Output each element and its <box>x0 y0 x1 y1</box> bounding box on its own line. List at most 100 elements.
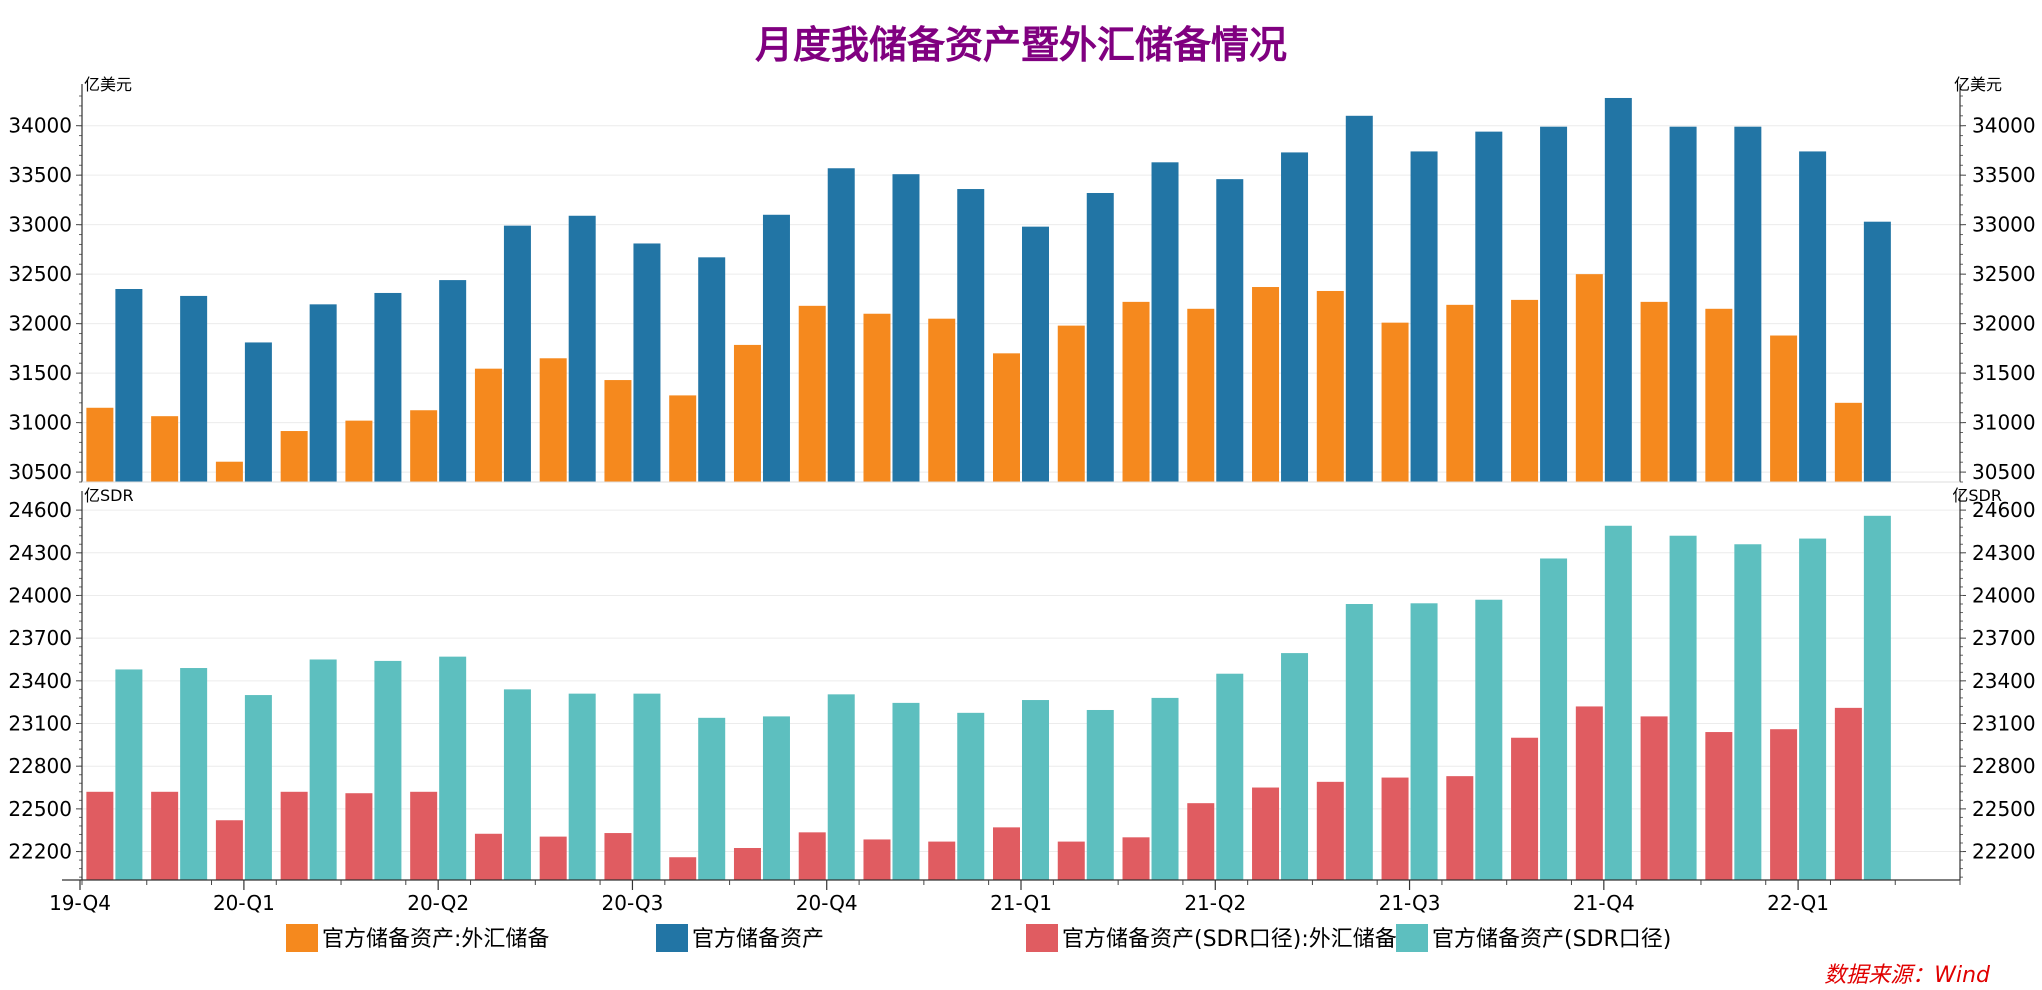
bar-1-1 <box>1834 402 1862 482</box>
bar-2-2 <box>1540 558 1568 880</box>
bar-1-1 <box>798 305 826 482</box>
bar-2-1 <box>928 841 956 880</box>
legend-swatch <box>656 924 688 952</box>
tick-label-right: 22800 <box>1972 754 2036 778</box>
bar-1-2 <box>633 243 661 482</box>
x-tick-label: 21-Q1 <box>990 891 1052 915</box>
bar-1-2 <box>1022 226 1049 482</box>
bar-1-1 <box>733 344 761 482</box>
tick-label-right: 32500 <box>1972 262 2036 286</box>
bar-2-1 <box>215 820 243 880</box>
bar-1-1 <box>928 318 956 482</box>
bar-2-1 <box>1770 729 1798 880</box>
bar-2-1 <box>733 847 761 880</box>
bar-1-1 <box>1122 301 1150 482</box>
bar-2-1 <box>1381 777 1409 880</box>
tick-label-right: 31000 <box>1972 411 2036 435</box>
bar-2-2 <box>309 659 337 880</box>
bar-2-2 <box>1604 525 1632 880</box>
bar-1-1 <box>863 313 891 482</box>
bar-1-1 <box>1381 322 1409 482</box>
legend-item: 官方储备资产(SDR口径):外汇储备 <box>1026 924 1397 952</box>
bar-2-1 <box>1705 732 1733 880</box>
bar-1-2 <box>698 257 726 482</box>
bar-2-2 <box>957 712 985 880</box>
bar-1-1 <box>604 380 632 482</box>
bar-1-1 <box>1575 274 1603 482</box>
tick-label-left: 22800 <box>8 754 72 778</box>
tick-label-right: 24300 <box>1972 541 2036 565</box>
bar-1-1 <box>1705 308 1733 482</box>
bar-2-1 <box>1316 781 1344 880</box>
bar-2-2 <box>1734 544 1762 880</box>
x-tick-label: 21-Q3 <box>1379 891 1441 915</box>
tick-label-right: 23400 <box>1972 669 2036 693</box>
unit-label-right: 亿美元 <box>1954 75 2002 94</box>
bar-1-1 <box>1316 290 1344 482</box>
bar-2-1 <box>1511 737 1539 880</box>
bar-2-1 <box>863 839 891 880</box>
tick-label-right: 34000 <box>1972 114 2036 138</box>
bar-1-2 <box>1863 221 1891 482</box>
bar-1-1 <box>1640 301 1668 482</box>
bar-1-1 <box>993 353 1020 482</box>
bar-1-1 <box>215 461 243 482</box>
bar-1-1 <box>1770 335 1798 482</box>
bar-1-2 <box>1475 131 1503 482</box>
x-tick-label: 20-Q3 <box>602 891 664 915</box>
bar-1-2 <box>1410 151 1438 482</box>
x-tick-label: 20-Q2 <box>407 891 469 915</box>
bar-2-2 <box>1669 535 1697 880</box>
tick-label-right: 22200 <box>1972 840 2036 864</box>
bar-2-2 <box>115 669 143 880</box>
bar-1-2 <box>827 168 855 482</box>
legend-swatch <box>1396 924 1428 952</box>
legend-label: 官方储备资产 <box>692 927 824 952</box>
bar-1-2 <box>1540 126 1568 482</box>
bar-2-1 <box>669 857 697 880</box>
bar-2-2 <box>374 660 402 880</box>
bar-1-2 <box>1799 151 1827 482</box>
bar-1-1 <box>1511 299 1539 482</box>
x-tick-label: 21-Q2 <box>1184 891 1246 915</box>
bar-2-2 <box>698 717 726 880</box>
chart-legend: 官方储备资产:外汇储备 官方储备资产 官方储备资产(SDR口径):外汇储备 官方储备资… <box>286 924 1671 952</box>
bar-1-2 <box>503 225 531 482</box>
bar-1-1 <box>539 358 567 482</box>
source-note: 数据来源：Wind <box>1824 963 1991 988</box>
bar-1-2 <box>180 295 208 482</box>
bar-1-2 <box>374 292 402 482</box>
bar-1-2 <box>1669 126 1697 482</box>
bar-1-1 <box>86 407 114 482</box>
bar-1-1 <box>1446 304 1474 482</box>
tick-label-left: 33000 <box>8 213 72 237</box>
legend-label: 官方储备资产:外汇储备 <box>322 927 549 952</box>
bar-1-1 <box>151 416 179 482</box>
tick-label-right: 24600 <box>1972 498 2036 522</box>
unit-label-left: 亿美元 <box>84 75 132 94</box>
bar-2-1 <box>1834 707 1862 880</box>
chart-panels: 30500 30500 31000 31000 31500 31500 32000 32000… <box>8 75 2035 915</box>
bar-1-2 <box>1216 179 1244 482</box>
legend-item: 官方储备资产(SDR口径) <box>1396 924 1671 952</box>
tick-label-right: 22500 <box>1972 797 2036 821</box>
x-tick-label: 20-Q1 <box>213 891 275 915</box>
bar-2-1 <box>345 793 373 880</box>
tick-label-right: 24000 <box>1972 583 2036 607</box>
tick-label-left: 23100 <box>8 712 72 736</box>
tick-label-left: 34000 <box>8 114 72 138</box>
tick-label-left: 32000 <box>8 312 72 336</box>
x-tick-label: 22-Q1 <box>1767 891 1829 915</box>
bar-2-2 <box>1863 515 1891 880</box>
bar-1-2 <box>439 280 467 482</box>
x-tick-label: 20-Q4 <box>796 891 858 915</box>
bar-2-2 <box>633 693 661 880</box>
bar-2-1 <box>86 791 114 880</box>
bar-1-2 <box>1345 115 1373 483</box>
bar-2-2 <box>1475 599 1503 880</box>
bar-2-2 <box>1022 700 1049 880</box>
bar-1-2 <box>1281 152 1309 482</box>
tick-label-left: 24600 <box>8 498 72 522</box>
bar-1-2 <box>762 214 790 482</box>
bar-2-1 <box>1252 787 1280 880</box>
